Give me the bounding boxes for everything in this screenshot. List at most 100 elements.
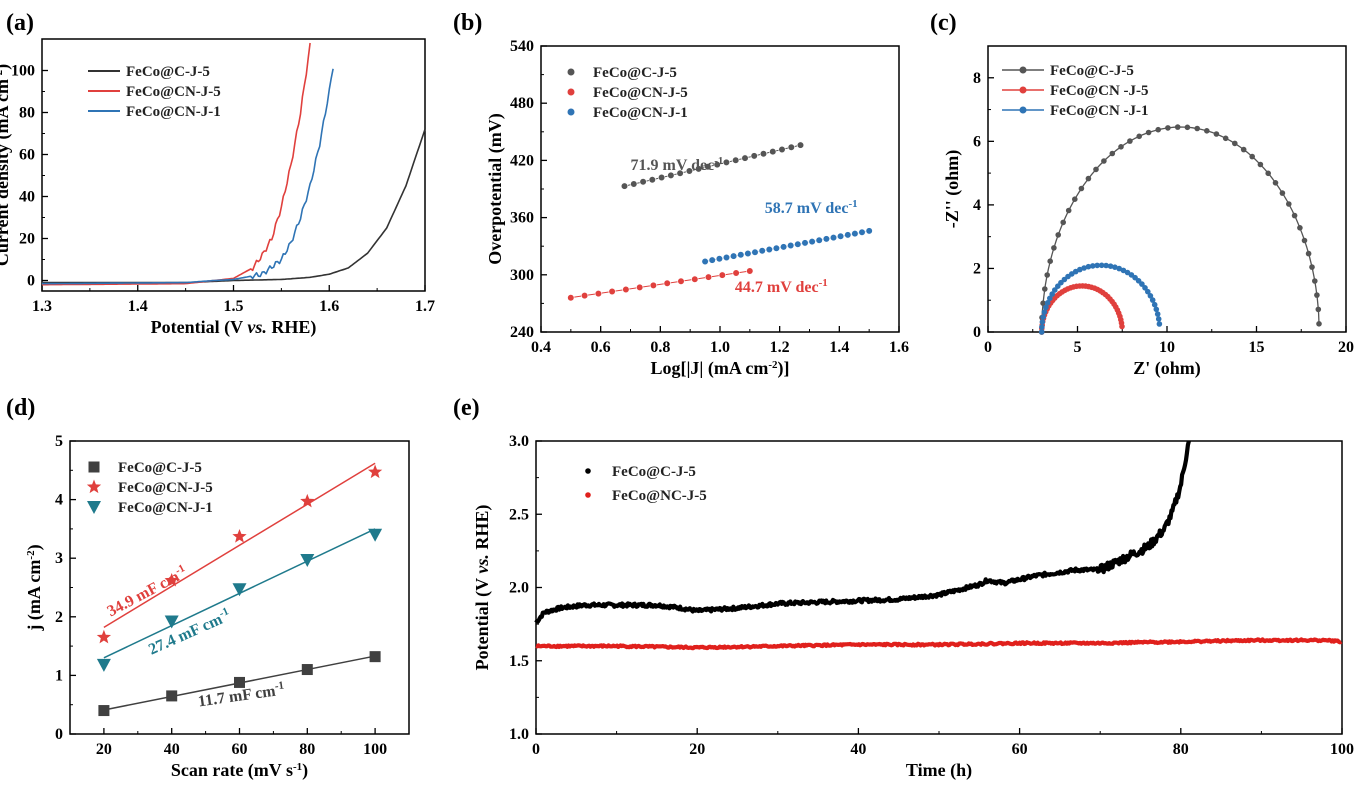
data-point — [1052, 287, 1058, 293]
data-point — [1049, 291, 1055, 297]
data-point — [1149, 297, 1156, 303]
data-point — [794, 240, 802, 248]
data-point — [741, 154, 749, 162]
data-point — [796, 141, 805, 149]
data-point — [1151, 301, 1158, 308]
data-point — [677, 277, 685, 285]
data-point — [663, 279, 671, 287]
data-point — [301, 664, 313, 676]
y-axis-label: Current density (mA cm-2) — [0, 64, 13, 266]
panel-label: (d) — [6, 395, 35, 421]
data-point — [1109, 150, 1116, 157]
data-point — [1098, 262, 1105, 269]
data-point — [608, 287, 616, 296]
legend-label: FeCo@CN-J-1 — [126, 104, 221, 120]
y-tick-label: 540 — [510, 38, 534, 55]
data-point — [708, 256, 716, 264]
data-point — [1047, 295, 1053, 302]
data-point — [1041, 309, 1048, 315]
panel-c: (c) 0 5 10 15 20 0 2 4 6 8 Z' (ohm) -Z'' (ohm) FeCo@C… — [930, 10, 1354, 379]
data-point — [1060, 219, 1066, 226]
legend-label: FeCo@C-J-5 — [1050, 63, 1134, 79]
data-point — [829, 234, 838, 242]
data-point — [758, 247, 766, 255]
data-point — [636, 283, 644, 292]
data-point — [622, 285, 630, 294]
plot-frame — [535, 440, 1343, 735]
data-point — [1042, 286, 1048, 292]
panel-a: (a) 1.3 1.4 1.5 1.6 1.7 0 20 40 60 80 100 Potential … — [0, 10, 435, 338]
legend-label: FeCo@CN-J-1 — [593, 105, 688, 121]
plot-frame — [987, 45, 1347, 333]
x-axis-label: Time (h) — [906, 760, 972, 781]
data-point — [1127, 138, 1133, 144]
data-point — [691, 275, 699, 283]
legend-swatch — [88, 461, 100, 473]
legend-label: FeCo@C-J-5 — [612, 464, 696, 480]
data-point — [772, 244, 781, 252]
data-point — [1145, 129, 1152, 136]
data-point — [1147, 293, 1154, 299]
y-tick-label: 2.0 — [509, 580, 529, 597]
y-tick-label: 0 — [27, 273, 35, 290]
legend-swatch — [567, 108, 575, 116]
slope-annotation: 71.9 mV dec-1 — [631, 155, 724, 174]
legend-swatch — [585, 492, 591, 498]
legend-label: FeCo@NC-J-5 — [612, 488, 707, 504]
slope-annotation: 44.7 mV dec-1 — [735, 277, 828, 296]
data-point — [722, 253, 731, 262]
data-point — [715, 255, 724, 263]
data-point — [1249, 153, 1255, 160]
data-point — [765, 245, 773, 254]
data-point — [722, 158, 731, 166]
data-point — [844, 231, 852, 239]
data-point — [1051, 245, 1057, 251]
data-point — [865, 227, 873, 235]
data-point — [759, 150, 768, 158]
data-point — [1044, 300, 1051, 306]
x-tick-label: 100 — [1330, 741, 1354, 758]
y-tick-label: 6 — [973, 133, 981, 150]
data-point — [1312, 278, 1318, 284]
y-tick-label: 0 — [973, 324, 981, 341]
data-point — [1043, 304, 1049, 311]
series-line-1 — [42, 42, 311, 286]
data-point — [836, 232, 845, 240]
data-point — [704, 163, 712, 171]
data-point — [98, 705, 110, 717]
data-point — [657, 173, 666, 182]
x-tick-label: 0.6 — [591, 339, 611, 356]
data-point — [1291, 212, 1298, 219]
legend-label: FeCo@CN-J-5 — [126, 84, 221, 100]
data-point — [367, 464, 383, 479]
data-point — [1145, 288, 1151, 295]
data-point — [801, 239, 809, 247]
data-point — [648, 176, 656, 184]
data-point — [630, 180, 638, 188]
x-tick-label: 40 — [164, 741, 180, 758]
data-point — [1222, 135, 1229, 142]
data-point — [1078, 185, 1085, 192]
y-tick-label: 40 — [19, 189, 35, 206]
legend-label: FeCo@CN -J-5 — [1050, 83, 1149, 99]
data-point — [1174, 124, 1181, 130]
x-tick-label: 80 — [1173, 741, 1189, 758]
legend-label: FeCo@CN-J-1 — [118, 500, 213, 516]
y-tick-label: 2 — [973, 260, 981, 277]
y-tick-label: 240 — [510, 324, 534, 341]
legend-swatch-marker — [1019, 66, 1027, 74]
data-point — [96, 629, 112, 644]
y-tick-label: 360 — [510, 210, 534, 227]
y-tick-label: 480 — [510, 95, 534, 112]
data-point — [1155, 316, 1162, 322]
series-line-0 — [42, 129, 426, 284]
data-point — [1204, 128, 1210, 134]
data-point — [746, 267, 754, 275]
data-point — [1265, 170, 1271, 177]
y-tick-label: 80 — [19, 105, 35, 122]
data-point — [1038, 329, 1045, 335]
x-tick-label: 1.6 — [319, 298, 339, 315]
data-point — [729, 252, 738, 260]
x-tick-label: 60 — [232, 741, 248, 758]
panel-b: (b) 0.4 0.6 0.8 1.0 1.2 1.4 1.6 240 300 360 420 480 5… — [453, 10, 909, 379]
